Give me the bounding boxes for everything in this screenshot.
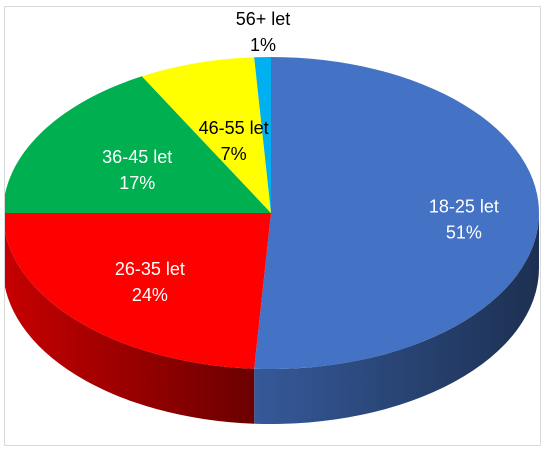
slice-value-label: 7%: [221, 144, 247, 164]
slice-label-26-35-let: 26-35 let 24%: [115, 259, 185, 305]
pie-sides: [5, 213, 540, 424]
slice-value-label: 17%: [119, 173, 155, 193]
slice-label-56-let: 56+ let 1%: [236, 9, 291, 55]
pie-chart: 18-25 let 51% 26-35 let 24% 36-45 let 17% 46-5…: [5, 9, 540, 424]
slice-value-label: 24%: [132, 285, 168, 305]
slice-label-46-55-let: 46-55 let 7%: [199, 118, 269, 164]
slice-value-label: 1%: [250, 35, 276, 55]
pie-slice-56-let: [254, 57, 271, 213]
pie-tops: [5, 57, 539, 369]
pie-side-18-25-let: [254, 213, 540, 424]
slice-label-18-25-let: 18-25 let 51%: [429, 197, 499, 243]
pie-slice-36-45-let: [5, 76, 271, 213]
pie-slice-26-35-let: [5, 213, 271, 369]
chart-frame: 18-25 let 51% 26-35 let 24% 36-45 let 17% 46-5…: [4, 6, 541, 446]
slice-category-label: 18-25 let: [429, 197, 499, 217]
slice-category-label: 56+ let: [236, 9, 291, 29]
slice-category-label: 36-45 let: [102, 147, 172, 167]
pie-side-26-35-let: [5, 231, 255, 424]
slice-category-label: 26-35 let: [115, 259, 185, 279]
slice-category-label: 46-55 let: [199, 118, 269, 138]
slice-label-36-45-let: 36-45 let 17%: [102, 147, 172, 193]
slice-value-label: 51%: [446, 223, 482, 243]
pie-labels: 18-25 let 51% 26-35 let 24% 36-45 let 17% 46-5…: [102, 9, 499, 305]
pie-slice-18-25-let: [254, 57, 539, 369]
pie-slice-46-55-let: [141, 57, 271, 213]
